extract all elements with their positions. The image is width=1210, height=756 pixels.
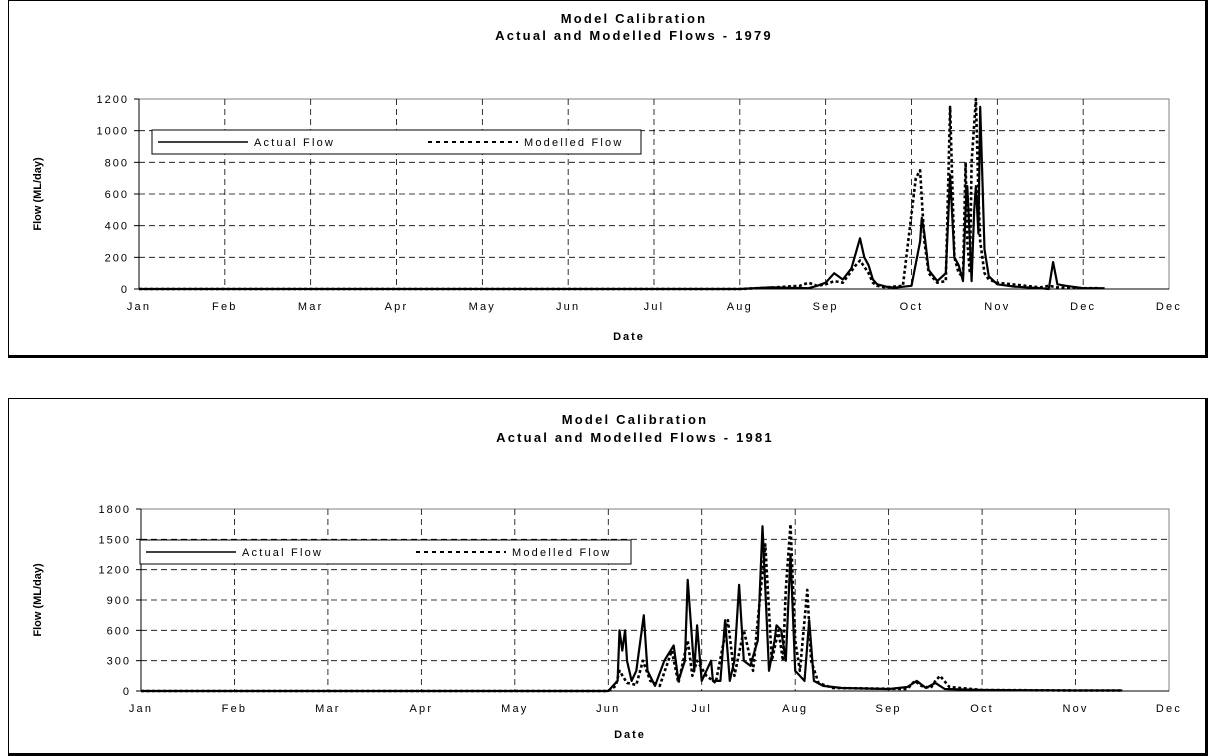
- y-tick-label: 900: [107, 595, 131, 607]
- x-tick-label: Dec: [1156, 301, 1182, 313]
- x-tick-label: Aug: [782, 703, 808, 715]
- chart-title: Model Calibration: [561, 11, 707, 26]
- x-tick-label: Oct: [970, 703, 994, 715]
- x-tick-label: May: [469, 301, 496, 313]
- y-tick-label: 600: [107, 625, 131, 637]
- chart-1981: Model Calibration Actual and Modelled Flo…: [32, 412, 1182, 741]
- chart-1979-frame: Model Calibration Actual and Modelled Flo…: [8, 0, 1208, 358]
- series-line-actual-flow: [139, 105, 1105, 291]
- x-tick-label: Dec: [1156, 703, 1182, 715]
- legend-label: Modelled Flow: [524, 137, 624, 149]
- x-tick-label: Feb: [212, 301, 238, 313]
- chart-1981-frame: Model Calibration Actual and Modelled Flo…: [8, 398, 1208, 756]
- x-tick-label: Oct: [900, 301, 924, 313]
- x-tick-label: Jan: [129, 703, 153, 715]
- y-tick-label: 1500: [99, 534, 131, 546]
- x-tick-label: Sep: [813, 301, 839, 313]
- chart-subtitle: Actual and Modelled Flows - 1981: [496, 430, 774, 445]
- y-axis-label: Flow (ML/day): [32, 563, 44, 637]
- y-tick-label: 0: [123, 686, 131, 698]
- y-tick-label: 1200: [99, 565, 131, 577]
- x-axis-label: Date: [614, 729, 646, 741]
- x-tick-label: Jun: [596, 703, 620, 715]
- y-tick-label: 600: [105, 189, 129, 201]
- x-tick-label: Nov: [1062, 703, 1088, 715]
- x-tick-label: Apr: [385, 301, 409, 313]
- x-tick-label: Dec: [1070, 301, 1096, 313]
- y-tick-label: 1800: [99, 504, 131, 516]
- legend-label: Actual Flow: [254, 137, 335, 149]
- x-tick-label: Mar: [298, 301, 324, 313]
- y-tick-label: 0: [121, 284, 129, 296]
- legend-label: Modelled Flow: [512, 547, 612, 559]
- y-tick-label: 200: [105, 252, 129, 264]
- x-tick-label: Feb: [222, 703, 248, 715]
- x-tick-label: Sep: [876, 703, 902, 715]
- y-tick-label: 800: [105, 157, 129, 169]
- y-tick-label: 300: [107, 656, 131, 668]
- chart-subtitle: Actual and Modelled Flows - 1979: [495, 28, 773, 43]
- y-tick-label: 1000: [97, 126, 129, 138]
- chart-title: Model Calibration: [562, 412, 708, 427]
- x-tick-label: Apr: [410, 703, 434, 715]
- x-tick-label: Nov: [984, 301, 1010, 313]
- x-tick-label: Jan: [127, 301, 151, 313]
- legend: Actual Flow Modelled Flow: [151, 129, 642, 155]
- x-tick-label: Aug: [727, 301, 753, 313]
- x-tick-label: Mar: [315, 703, 341, 715]
- legend: Actual Flow Modelled Flow: [139, 539, 632, 565]
- series-line-modelled-flow: [139, 97, 1101, 291]
- x-tick-label: Jul: [644, 301, 665, 313]
- legend-label: Actual Flow: [242, 547, 323, 559]
- x-tick-label: Jul: [691, 703, 712, 715]
- y-tick-label: 400: [105, 221, 129, 233]
- chart-1979: Model Calibration Actual and Modelled Flo…: [32, 11, 1182, 343]
- y-tick-label: 1200: [97, 94, 129, 106]
- x-tick-label: May: [501, 703, 528, 715]
- series-line-modelled-flow: [141, 522, 1123, 693]
- y-axis-label: Flow (ML/day): [32, 157, 44, 231]
- x-axis-label: Date: [613, 331, 645, 343]
- x-tick-label: Jun: [556, 301, 580, 313]
